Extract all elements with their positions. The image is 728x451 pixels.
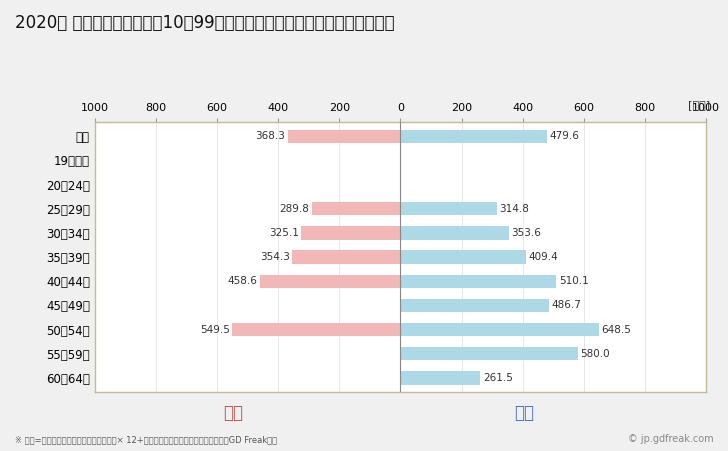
Bar <box>400 347 578 360</box>
Text: 458.6: 458.6 <box>228 276 258 286</box>
Text: 314.8: 314.8 <box>499 204 529 214</box>
Bar <box>400 299 549 312</box>
Bar <box>260 275 400 288</box>
Bar <box>288 129 400 143</box>
Bar <box>312 202 400 216</box>
Text: 女性: 女性 <box>223 404 243 422</box>
Text: 男性: 男性 <box>514 404 534 422</box>
Text: 261.5: 261.5 <box>483 373 513 383</box>
Text: 2020年 民間企業（従業者数10～99人）フルタイム労働者の男女別平均年収: 2020年 民間企業（従業者数10～99人）フルタイム労働者の男女別平均年収 <box>15 14 394 32</box>
Text: ※ 年収=「きまって支給する現金給与額」× 12+「年間賞与その他特別給与額」としてGD Freak推計: ※ 年収=「きまって支給する現金給与額」× 12+「年間賞与その他特別給与額」と… <box>15 435 277 444</box>
Bar <box>400 275 556 288</box>
Text: 648.5: 648.5 <box>601 325 631 335</box>
Bar <box>400 250 526 264</box>
Text: 289.8: 289.8 <box>280 204 309 214</box>
Text: 409.4: 409.4 <box>528 252 558 262</box>
Text: 353.6: 353.6 <box>511 228 541 238</box>
Text: 325.1: 325.1 <box>269 228 298 238</box>
Bar <box>292 250 400 264</box>
Bar <box>400 226 509 239</box>
Text: [万円]: [万円] <box>688 101 710 110</box>
Bar <box>301 226 400 239</box>
Bar <box>400 323 598 336</box>
Text: 580.0: 580.0 <box>580 349 610 359</box>
Text: 549.5: 549.5 <box>200 325 230 335</box>
Text: 510.1: 510.1 <box>559 276 588 286</box>
Text: 486.7: 486.7 <box>552 300 582 310</box>
Bar <box>400 202 496 216</box>
Bar <box>400 129 547 143</box>
Bar <box>232 323 400 336</box>
Text: 368.3: 368.3 <box>256 131 285 141</box>
Text: 354.3: 354.3 <box>260 252 290 262</box>
Bar <box>400 371 480 385</box>
Text: 479.6: 479.6 <box>550 131 579 141</box>
Text: © jp.gdfreak.com: © jp.gdfreak.com <box>628 434 713 444</box>
